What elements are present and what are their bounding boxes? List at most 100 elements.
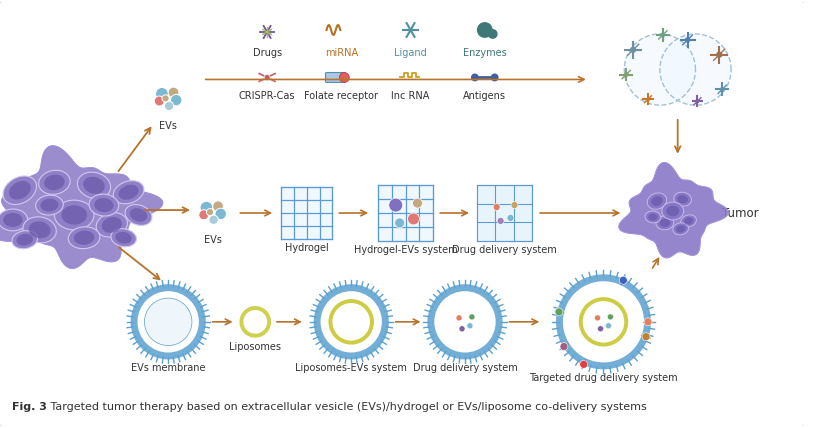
Circle shape [553,271,654,372]
Text: Enzymes: Enzymes [463,48,506,58]
Text: Targeted tumor therapy based on extracellular vesicle (EVs)/hydrogel or EVs/lipo: Targeted tumor therapy based on extracel… [47,402,647,412]
Text: Drug delivery system: Drug delivery system [413,363,517,373]
Circle shape [339,72,350,83]
Circle shape [155,87,168,100]
Ellipse shape [656,216,674,230]
Ellipse shape [9,181,31,199]
Text: Ligand: Ligand [394,48,427,58]
Ellipse shape [674,192,692,206]
Circle shape [126,279,211,364]
Circle shape [311,281,392,363]
Text: Hydrogel: Hydrogel [285,243,328,253]
Circle shape [491,74,498,81]
Ellipse shape [36,195,63,215]
Ellipse shape [89,194,119,216]
Ellipse shape [647,193,667,209]
Circle shape [239,306,271,338]
Circle shape [661,35,730,104]
Text: Drugs: Drugs [253,48,281,58]
Ellipse shape [662,202,684,220]
Circle shape [424,281,506,363]
Circle shape [579,297,628,347]
Text: Liposomes-EVs system: Liposomes-EVs system [295,363,407,373]
Text: Fig. 3: Fig. 3 [12,402,46,412]
Circle shape [395,218,405,228]
Circle shape [428,284,502,360]
Circle shape [199,210,209,220]
Circle shape [207,208,214,216]
Ellipse shape [83,177,105,194]
Circle shape [660,33,665,37]
Text: EVs: EVs [204,235,222,245]
Ellipse shape [61,205,87,225]
Circle shape [607,314,613,320]
Text: EVs membrane: EVs membrane [131,363,206,373]
Circle shape [471,74,479,81]
Circle shape [620,276,628,284]
Ellipse shape [74,231,94,245]
Circle shape [488,29,498,39]
Circle shape [642,333,650,341]
Text: EVs: EVs [159,121,177,131]
Ellipse shape [54,200,94,230]
Circle shape [716,51,723,58]
Ellipse shape [77,172,111,199]
Ellipse shape [115,232,132,244]
Text: Folate receptor: Folate receptor [304,91,378,101]
Circle shape [168,87,179,98]
Text: lnc RNA: lnc RNA [391,91,430,101]
Ellipse shape [113,181,144,204]
Circle shape [213,201,224,211]
Text: miRNA: miRNA [324,48,358,58]
Ellipse shape [125,205,152,226]
Ellipse shape [673,223,689,235]
Ellipse shape [3,213,23,227]
Circle shape [646,97,650,101]
Circle shape [493,204,500,211]
Circle shape [456,315,462,321]
Circle shape [238,305,272,339]
Ellipse shape [111,229,137,247]
Circle shape [583,301,624,343]
Circle shape [507,214,514,221]
Ellipse shape [68,227,100,249]
Bar [378,185,433,241]
Bar [281,187,333,239]
Circle shape [434,291,496,353]
Polygon shape [619,163,728,258]
Circle shape [314,284,389,360]
Circle shape [137,291,199,353]
Circle shape [477,22,493,38]
Circle shape [644,318,652,326]
Circle shape [389,198,402,212]
Text: CRISPR-Cas: CRISPR-Cas [239,91,295,101]
FancyBboxPatch shape [325,72,346,83]
Circle shape [320,291,382,353]
Circle shape [594,315,601,321]
Circle shape [469,314,475,320]
Text: Tumor: Tumor [722,207,759,220]
Circle shape [131,284,206,360]
Ellipse shape [39,170,70,194]
Circle shape [695,99,699,103]
Ellipse shape [651,196,663,206]
Circle shape [412,198,423,208]
Circle shape [200,201,213,214]
Ellipse shape [659,219,670,227]
Ellipse shape [94,198,114,212]
Ellipse shape [3,176,37,205]
Text: Drug delivery system: Drug delivery system [452,245,557,255]
Circle shape [556,274,651,369]
Ellipse shape [102,217,122,233]
Circle shape [555,308,563,316]
Ellipse shape [645,211,661,223]
Text: Targeted drug delivery system: Targeted drug delivery system [529,373,678,383]
Circle shape [162,95,169,102]
Ellipse shape [23,217,56,243]
Circle shape [685,37,690,43]
Circle shape [630,47,637,53]
Ellipse shape [16,234,33,246]
Circle shape [560,343,568,351]
Ellipse shape [28,221,50,238]
Circle shape [625,35,694,104]
